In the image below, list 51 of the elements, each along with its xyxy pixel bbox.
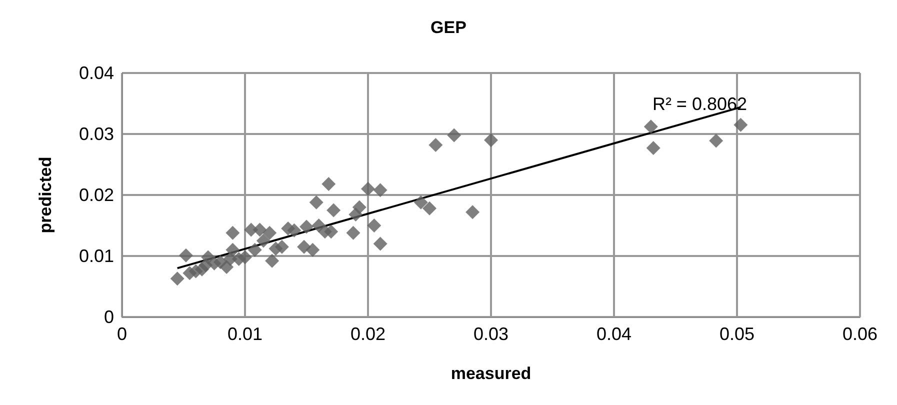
y-tick-label: 0.01 <box>78 246 114 266</box>
point <box>322 177 336 192</box>
x-tick-label: 0.06 <box>842 324 878 344</box>
y-tick-label: 0.04 <box>78 63 114 83</box>
chart-title: GEP <box>430 18 466 37</box>
x-tick-label: 0.03 <box>473 324 509 344</box>
point <box>326 203 341 218</box>
annotation: R² = 0.8062 <box>652 94 747 114</box>
point <box>306 242 320 257</box>
point <box>300 220 314 234</box>
y-tick-label: 0.02 <box>78 185 114 205</box>
point <box>709 134 724 148</box>
point <box>226 242 240 257</box>
point <box>734 118 748 132</box>
point <box>352 200 366 214</box>
y-tick-label: 0.03 <box>78 124 114 144</box>
point <box>238 250 252 264</box>
point <box>422 201 436 216</box>
point <box>373 236 388 251</box>
point <box>428 138 443 152</box>
point <box>644 120 658 134</box>
x-tick-label: 0.01 <box>227 324 263 344</box>
point <box>466 205 480 220</box>
point <box>309 195 324 210</box>
point <box>248 242 262 257</box>
point <box>447 128 462 142</box>
point <box>252 222 267 237</box>
y-axis-title: predicted <box>36 156 55 234</box>
y-tick-label: 0 <box>104 307 114 327</box>
point <box>297 240 312 254</box>
x-tick-label: 0.02 <box>350 324 386 344</box>
point <box>346 226 360 240</box>
point <box>262 226 277 240</box>
point <box>226 226 240 240</box>
point <box>256 234 270 248</box>
point <box>170 272 184 286</box>
x-tick-label: 0.05 <box>719 324 755 344</box>
point <box>287 223 302 238</box>
point <box>373 183 388 198</box>
point <box>361 182 375 196</box>
point <box>414 195 428 210</box>
point <box>265 254 280 268</box>
point <box>367 218 382 232</box>
point <box>646 141 660 156</box>
x-tick-label: 0 <box>116 324 128 344</box>
point <box>178 248 193 262</box>
x-axis-title: measured <box>450 364 532 383</box>
point <box>324 224 338 239</box>
point <box>274 240 289 254</box>
point <box>484 133 498 148</box>
x-tick-label: 0.04 <box>596 324 632 344</box>
